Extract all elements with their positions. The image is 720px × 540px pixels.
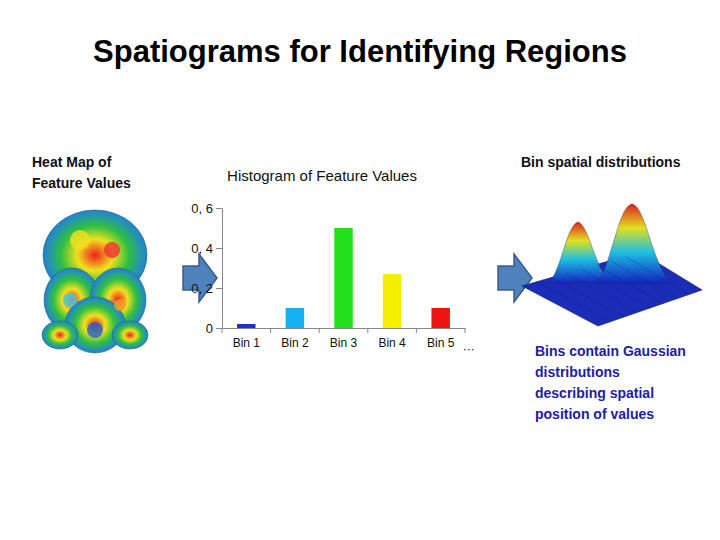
caption: describing spatial [535, 385, 654, 401]
continuation: ··· [463, 342, 475, 356]
bar [383, 274, 401, 328]
heatmap-label: Heat Map of [32, 154, 112, 170]
heatmap-spot [70, 230, 90, 250]
arrow [183, 254, 217, 302]
heatmap-spot [114, 299, 126, 311]
x-separator [416, 328, 417, 333]
surface-grid [552, 278, 625, 318]
heatmap-lobe [42, 321, 78, 349]
y-tick-mark [216, 248, 222, 249]
y-tick: 0, 6 [191, 201, 222, 216]
surface-peak [596, 204, 672, 284]
x-axis-line [223, 328, 466, 329]
x-tick-label: Bin 5 [427, 336, 455, 350]
x-separator [319, 328, 320, 333]
y-tick-label: 0, 6 [191, 201, 213, 216]
heatmap-spot [87, 322, 103, 338]
heatmap-spot [104, 242, 120, 258]
arrow [498, 254, 532, 302]
x-separator [367, 328, 368, 333]
y-tick-label: 0, 4 [191, 241, 213, 256]
x-tick: Bin 1 [233, 328, 261, 350]
surface-image [522, 204, 702, 326]
slide: Spatiograms for Identifying Regions Heat … [0, 0, 720, 540]
caption: position of values [535, 406, 654, 422]
heatmap-label: Feature Values [32, 175, 131, 191]
caption: Bins contain Gaussian [535, 343, 686, 359]
slide-title: Spatiograms for Identifying Regions [93, 34, 627, 69]
y-tick-mark [216, 208, 222, 209]
surface-grid [611, 261, 677, 300]
x-tick: Bin 5 [427, 328, 455, 350]
chart-title: Histogram of Feature Values [227, 167, 417, 184]
y-axis-line [222, 209, 223, 329]
x-separator [465, 328, 466, 333]
spatial-label: Bin spatial distributions [521, 154, 681, 170]
x-separator [222, 328, 223, 333]
y-axis: 0 0, 2 0, 4 0, 6 [191, 201, 222, 336]
y-tick-label: 0 [206, 321, 213, 336]
heatmap-lobe [112, 321, 148, 349]
y-tick: 0, 4 [191, 241, 222, 256]
x-tick-label: Bin 3 [330, 336, 358, 350]
heatmap-spot [63, 293, 77, 307]
x-separator [270, 328, 271, 333]
x-tick-label: Bin 2 [281, 336, 309, 350]
y-tick: 0, 2 [191, 281, 222, 296]
bars [237, 228, 450, 328]
bar [431, 308, 449, 328]
bar [334, 228, 352, 328]
x-axis: Bin 1 Bin 2 Bin 3 Bin 4 Bin 5 [223, 328, 466, 350]
surface-grid [581, 269, 650, 308]
heatmap-image [42, 210, 148, 353]
surface-grid [566, 273, 637, 312]
x-tick: Bin 3 [330, 328, 358, 350]
y-tick-mark [216, 288, 222, 289]
surface-grid [625, 256, 689, 294]
y-tick-label: 0, 2 [191, 281, 213, 296]
x-tick-label: Bin 1 [233, 336, 261, 350]
bar [237, 324, 255, 328]
bar [286, 308, 304, 328]
x-tick: Bin 2 [281, 328, 309, 350]
x-tick: Bin 4 [378, 328, 406, 350]
y-tick-mark [216, 328, 222, 329]
y-tick: 0 [206, 321, 222, 336]
surface-grid [537, 282, 611, 322]
surface-grid [596, 265, 663, 304]
caption: distributions [535, 364, 620, 380]
x-tick-label: Bin 4 [378, 336, 406, 350]
